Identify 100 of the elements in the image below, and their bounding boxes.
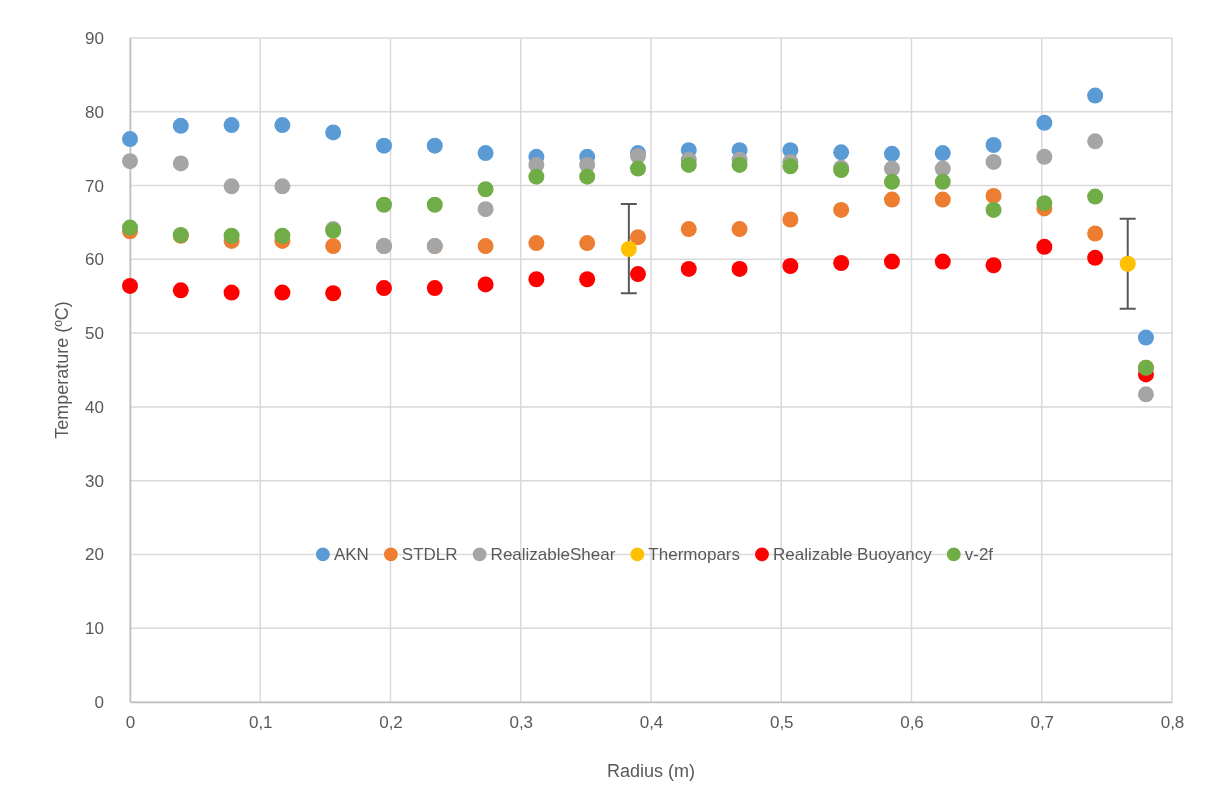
point: [782, 211, 799, 228]
point: [325, 285, 342, 302]
point: [934, 145, 951, 162]
point: [731, 221, 748, 238]
point: [325, 124, 342, 141]
point: [223, 117, 240, 134]
point: [579, 168, 596, 185]
x-axis-title: Radius (m): [606, 761, 696, 781]
point: [985, 153, 1002, 170]
x-tick-label: 0,7: [1030, 713, 1055, 733]
point: [1087, 225, 1104, 242]
point: [833, 201, 850, 218]
point: [122, 131, 138, 148]
point: [985, 201, 1002, 218]
point: [223, 227, 240, 244]
point: [1036, 148, 1053, 165]
x-tick-label: 0,5: [769, 713, 794, 733]
point: [172, 282, 189, 299]
point: [782, 158, 799, 175]
point: [883, 173, 900, 190]
y-axis-title: Temperature (ºC): [52, 301, 72, 439]
point: [731, 156, 748, 173]
point: [579, 271, 596, 288]
point: [833, 255, 850, 272]
point: [1087, 133, 1104, 150]
x-tick-label: 0,8: [1160, 713, 1185, 733]
x-tick-label: 0,6: [900, 713, 924, 733]
point: [731, 260, 748, 277]
point: [122, 153, 138, 170]
point: [934, 191, 951, 208]
point: [1036, 238, 1053, 255]
point: [172, 117, 189, 134]
point: [1036, 195, 1053, 212]
point: [528, 271, 545, 288]
point: [1087, 87, 1104, 104]
x-tick-label: 0,2: [379, 713, 403, 733]
point: [122, 277, 138, 294]
point: [477, 145, 494, 162]
point: [426, 137, 443, 154]
point: [325, 238, 342, 255]
point: [1119, 255, 1136, 272]
point: [1137, 329, 1154, 346]
point: [375, 137, 392, 154]
point: [1087, 188, 1104, 205]
y-tick-label: 10: [85, 619, 104, 639]
legend-label: v-2f: [964, 545, 994, 565]
y-tick-label: 20: [85, 545, 104, 565]
y-tick-label: 60: [85, 250, 104, 270]
point: [883, 160, 900, 177]
point: [477, 181, 494, 198]
point: [528, 235, 545, 252]
y-tick-label: 30: [85, 471, 104, 491]
point: [223, 178, 240, 195]
point: [985, 257, 1002, 274]
point: [833, 144, 850, 161]
point: [985, 187, 1002, 204]
point: [1087, 249, 1104, 266]
point: [1137, 386, 1154, 403]
point: [782, 257, 799, 274]
legend-label: STDLR: [401, 545, 458, 565]
point: [274, 117, 291, 134]
point: [1036, 114, 1053, 131]
point: [274, 178, 291, 195]
y-tick-label: 0: [94, 692, 104, 712]
point: [883, 145, 900, 162]
point: [629, 266, 646, 283]
x-tick-label: 0,3: [509, 713, 534, 733]
point: [477, 201, 494, 218]
x-tick-label: 0,4: [639, 713, 664, 733]
point: [122, 219, 138, 236]
point: [620, 241, 637, 257]
point: [680, 260, 697, 277]
y-tick-label: 50: [85, 324, 104, 344]
point: [883, 191, 900, 208]
y-tick-label: 40: [85, 397, 104, 417]
point: [477, 238, 494, 255]
legend-label: AKN: [333, 545, 369, 565]
y-tick-label: 90: [85, 28, 104, 48]
point: [274, 284, 291, 301]
point: [629, 229, 646, 246]
point: [680, 221, 697, 238]
point: [274, 227, 291, 244]
x-tick-label: 0: [125, 713, 136, 733]
legend-label: Realizable Buoyancy: [772, 545, 933, 565]
legend-label: Thermopars: [648, 545, 740, 565]
point: [934, 160, 951, 177]
point: [934, 173, 951, 190]
point: [375, 280, 392, 297]
point: [426, 196, 443, 213]
point: [579, 235, 596, 252]
point: [223, 284, 240, 301]
point: [985, 136, 1002, 153]
point: [934, 253, 951, 270]
point: [883, 253, 900, 270]
y-tick-label: 80: [85, 102, 104, 122]
point: [680, 156, 697, 173]
point: [172, 155, 189, 172]
y-tick-label: 70: [85, 176, 104, 196]
point: [477, 276, 494, 293]
point: [375, 196, 392, 213]
